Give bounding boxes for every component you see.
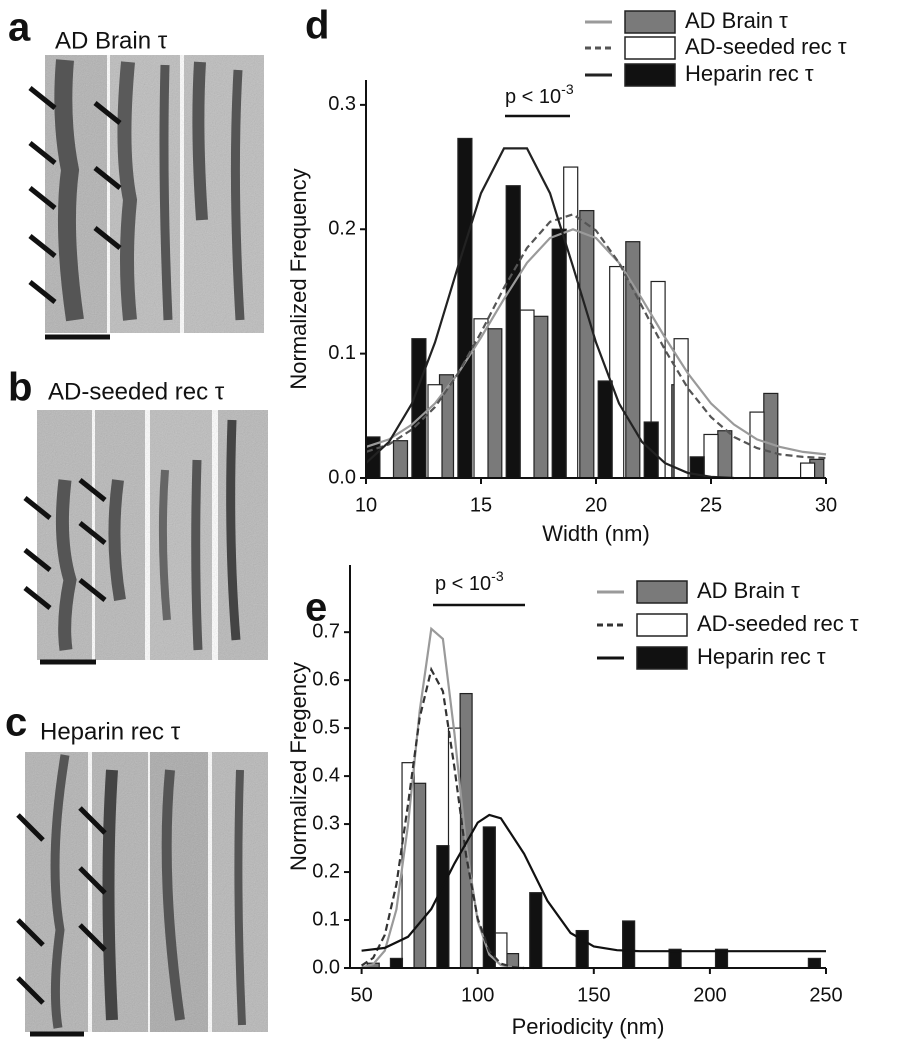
- y-tick-label: 0.2: [312, 860, 340, 882]
- y-tick-label: 0.1: [328, 342, 356, 364]
- micrograph-label: AD-seeded rec τ: [48, 378, 225, 405]
- x-tick-label: 100: [461, 984, 494, 1006]
- y-tick-label: 0.0: [328, 466, 356, 488]
- legend-swatch: [624, 63, 676, 87]
- bar: [411, 338, 427, 479]
- bar: [533, 315, 549, 479]
- bar: [807, 957, 821, 969]
- y-tick-label: 0.1: [312, 908, 340, 930]
- fit-curve: [361, 626, 525, 970]
- bar: [703, 433, 719, 479]
- x-tick-label: 50: [350, 984, 372, 1006]
- x-tick-label: 25: [700, 494, 722, 516]
- x-tick-label: 20: [585, 494, 607, 516]
- bar: [505, 185, 521, 479]
- bar: [519, 309, 535, 479]
- micrograph-b: [23, 410, 268, 665]
- bar: [763, 392, 779, 479]
- y-tick-label: 0.3: [312, 812, 340, 834]
- bar: [413, 782, 427, 969]
- micrograph-c: [16, 752, 268, 1037]
- legend-label: AD Brain τ: [697, 578, 800, 603]
- y-tick-label: 0.4: [312, 764, 340, 786]
- bar: [622, 920, 636, 969]
- legend-label: Heparin rec τ: [697, 644, 826, 669]
- y-tick-label: 0.7: [312, 620, 340, 642]
- bar: [673, 338, 689, 479]
- bar: [389, 957, 404, 969]
- bar: [799, 462, 816, 479]
- annotation-text: p < 10: [435, 573, 491, 595]
- panel-label: a: [8, 6, 31, 50]
- y-axis-label: Normalized Frequency: [286, 168, 311, 389]
- x-axis-label: Width (nm): [542, 521, 650, 546]
- legend-swatch: [636, 646, 688, 670]
- annotation: p < 10-3: [435, 568, 504, 596]
- micrograph-label: Heparin rec τ: [40, 718, 181, 745]
- panel-label: b: [8, 366, 32, 410]
- x-tick-label: 15: [470, 494, 492, 516]
- x-tick-label: 10: [355, 494, 377, 516]
- panel-label: c: [5, 701, 27, 745]
- bar: [457, 137, 473, 479]
- y-tick-label: 0.5: [312, 716, 340, 738]
- bar: [482, 826, 496, 969]
- x-tick-label: 30: [815, 494, 837, 516]
- legend-swatch: [624, 10, 676, 34]
- fit-curve: [365, 147, 735, 480]
- bar: [579, 209, 595, 479]
- annotation-superscript: -3: [561, 81, 574, 97]
- legend-label: AD-seeded rec τ: [697, 611, 859, 636]
- annotation-superscript: -3: [491, 568, 504, 584]
- micrograph-a: [28, 55, 264, 340]
- fit-curve: [365, 228, 827, 456]
- bar: [717, 430, 733, 479]
- y-axis-label: Normalized Fregency: [286, 662, 311, 871]
- fit-curve: [360, 666, 525, 970]
- y-tick-label: 0.6: [312, 668, 340, 690]
- legend-label: AD Brain τ: [685, 8, 788, 33]
- bar: [597, 380, 613, 479]
- bar: [529, 892, 543, 969]
- fit-curve: [361, 813, 826, 953]
- annotation: p < 10-3: [505, 81, 574, 109]
- y-tick-label: 0.0: [312, 956, 340, 978]
- bar: [749, 411, 765, 479]
- legend-swatch: [636, 580, 688, 604]
- bar: [487, 328, 503, 479]
- x-tick-label: 150: [577, 984, 610, 1006]
- x-axis-label: Periodicity (nm): [512, 1014, 665, 1039]
- x-tick-label: 250: [809, 984, 842, 1006]
- bar: [436, 845, 450, 969]
- bar: [551, 228, 567, 479]
- y-tick-label: 0.3: [328, 93, 356, 115]
- micrograph-label: AD Brain τ: [55, 27, 168, 54]
- x-tick-label: 200: [693, 984, 726, 1006]
- y-tick-label: 0.2: [328, 218, 356, 240]
- legend-label: AD-seeded rec τ: [685, 34, 847, 59]
- panel-label: d: [305, 4, 329, 48]
- legend-label: Heparin rec τ: [685, 61, 814, 86]
- panel-label: e: [305, 586, 327, 630]
- legend-swatch: [624, 36, 676, 60]
- annotation-text: p < 10: [505, 86, 561, 108]
- fit-curve: [365, 213, 827, 460]
- bar: [392, 440, 409, 479]
- legend-swatch: [636, 613, 688, 637]
